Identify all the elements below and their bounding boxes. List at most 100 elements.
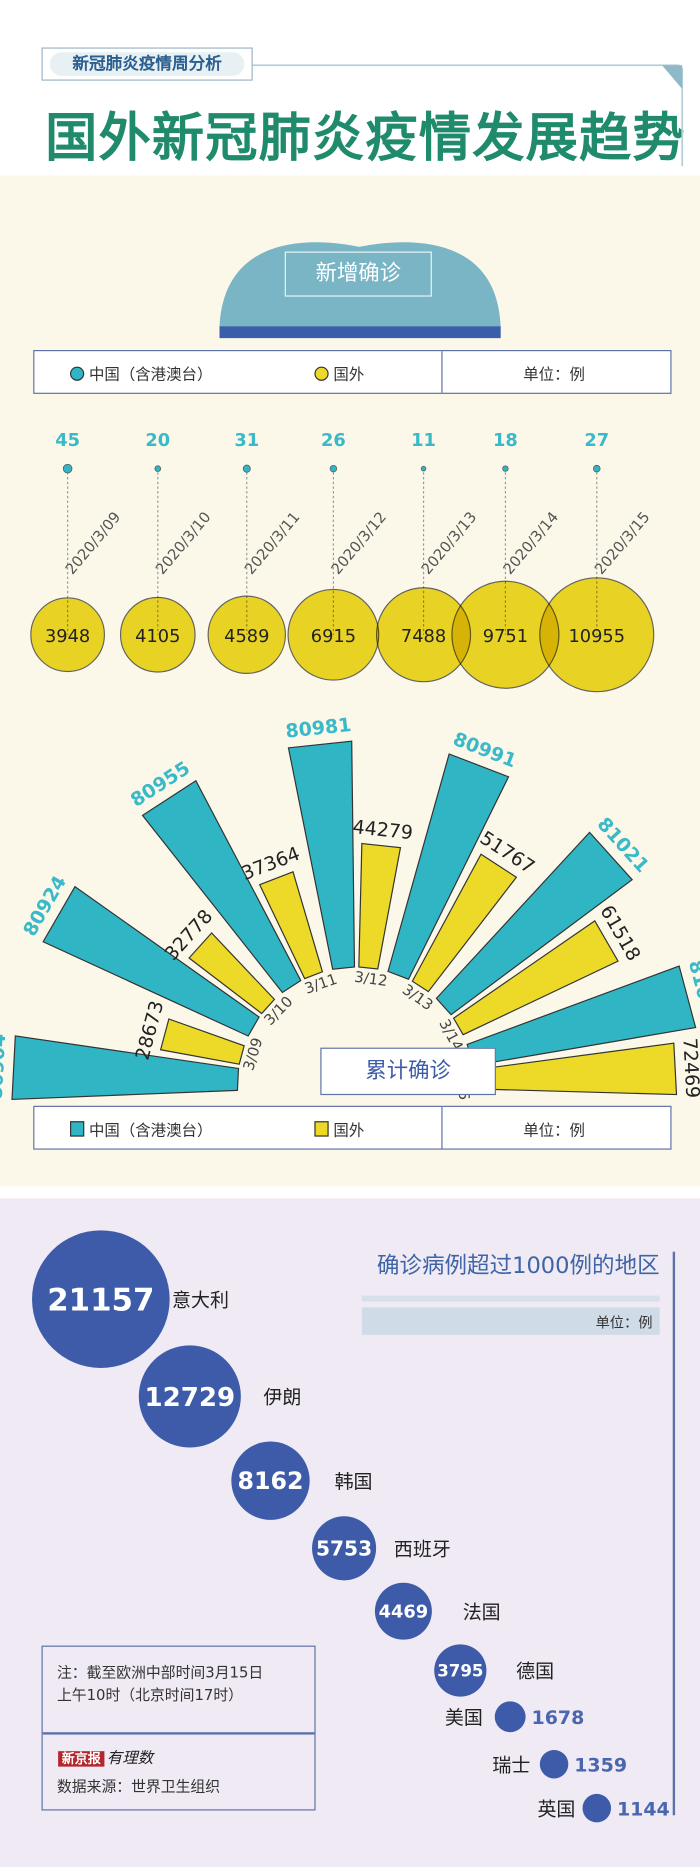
- foreign-value-label: 3948: [45, 626, 90, 647]
- note-text: 注：截至欧洲中部时间3月15日 上午10时（北京时间17时）: [57, 1661, 263, 1706]
- date-label: 2020/3/11: [242, 509, 304, 578]
- date-label: 2020/3/09: [62, 509, 124, 578]
- region-value: 1359: [574, 1754, 627, 1776]
- foreign-cumulative-bar: [159, 1018, 245, 1065]
- china-dot: [329, 464, 338, 473]
- region-name: 韩国: [335, 1471, 373, 1493]
- legend-item-china: 中国（含港澳台）: [69, 362, 213, 385]
- yellow-dot-icon: [314, 366, 329, 381]
- legend-label: 国外: [333, 1122, 365, 1141]
- foreign-bubble: [119, 596, 196, 673]
- region-value: 1678: [532, 1707, 585, 1729]
- unit-label: 单位：例: [595, 1314, 653, 1332]
- region-name: 伊朗: [263, 1387, 301, 1409]
- foreign-value-label: 9751: [483, 626, 528, 647]
- legend-cumulative: 中国（含港澳台） 国外 单位：例: [33, 1105, 672, 1150]
- logo-script: 有理数: [106, 1749, 154, 1768]
- legend-label: 中国（含港澳台）: [88, 366, 213, 385]
- unit-label: 单位：例: [523, 1122, 585, 1141]
- foreign-cumulative-bar: [411, 853, 518, 993]
- date-label: 2020/3/14: [500, 509, 562, 578]
- divider: [42, 1732, 315, 1734]
- china-dot: [62, 463, 73, 474]
- region-name: 美国: [445, 1707, 483, 1729]
- region-bubble: [582, 1793, 612, 1823]
- region-value: 12729: [144, 1383, 235, 1413]
- china-cumulative-label: 80904: [0, 1033, 10, 1100]
- teal-square-icon: [69, 1121, 85, 1137]
- foreign-cumulative-label: 28673: [131, 998, 168, 1062]
- china-value-label: 26: [321, 430, 346, 451]
- page-title: 国外新冠肺炎疫情发展趋势: [45, 107, 686, 169]
- regions-unit-bar: 单位：例: [361, 1307, 660, 1335]
- region-value: 5753: [316, 1537, 372, 1561]
- legend-item-china: 中国（含港澳台）: [69, 1118, 213, 1141]
- china-value-label: 45: [55, 430, 80, 451]
- region-value: 4469: [379, 1602, 429, 1623]
- note-box: 注：截至欧洲中部时间3月15日 上午10时（北京时间17时） 新京报 有理数 数据…: [41, 1645, 316, 1811]
- region-value: 21157: [47, 1282, 154, 1318]
- china-cumulative-bar: [42, 885, 260, 1037]
- date-label: 2020/3/15: [592, 509, 654, 578]
- china-dot: [154, 465, 162, 472]
- teal-dot-icon: [69, 366, 85, 381]
- region-bubble: [539, 1749, 569, 1779]
- china-dot: [242, 464, 251, 473]
- foreign-bubble: [539, 577, 655, 693]
- region-value: 3795: [437, 1661, 483, 1680]
- regions-title-underline: [361, 1295, 660, 1302]
- divider: [441, 1106, 443, 1149]
- region-value: 1144: [617, 1798, 670, 1820]
- legend-label: 国外: [333, 366, 365, 385]
- foreign-value-label: 7488: [401, 626, 446, 647]
- date-label: 3/12: [353, 969, 388, 990]
- china-cumulative-bar: [141, 779, 302, 994]
- date-label: 2020/3/12: [328, 509, 390, 578]
- foreign-value-label: 10955: [568, 626, 625, 647]
- foreign-value-label: 4589: [224, 626, 269, 647]
- region-bubble: [434, 1644, 487, 1697]
- date-label: 2020/3/13: [418, 509, 480, 578]
- header-corner-triangle: [662, 65, 683, 89]
- foreign-bubble: [30, 597, 105, 673]
- foreign-cumulative-bar: [258, 871, 324, 980]
- region-bubble: [374, 1582, 432, 1640]
- data-source: 数据来源：世界卫生组织: [56, 1777, 221, 1796]
- regions-title: 确诊病例超过1000例的地区: [376, 1252, 660, 1279]
- dome-base-bar: [219, 326, 501, 339]
- region-name: 英国: [537, 1798, 575, 1820]
- region-bubble: [312, 1516, 377, 1581]
- region-bubble: [138, 1345, 241, 1448]
- legend-label: 中国（含港澳台）: [88, 1122, 213, 1141]
- logo: 新京报 有理数: [58, 1745, 153, 1768]
- china-value-label: 20: [145, 430, 170, 451]
- china-value-label: 27: [584, 430, 609, 451]
- logo-brand: 新京报: [58, 1751, 105, 1767]
- date-label: 2020/3/10: [153, 509, 215, 578]
- china-cumulative-bar: [387, 753, 510, 980]
- new-cases-label: 新增确诊: [284, 251, 432, 297]
- region-bubble: [494, 1701, 526, 1733]
- region-name: 西班牙: [394, 1538, 451, 1560]
- china-cumulative-label: 80981: [284, 714, 352, 743]
- china-dot: [420, 465, 427, 472]
- foreign-cumulative-label: 44279: [352, 816, 414, 844]
- region-name: 法国: [463, 1601, 501, 1623]
- foreign-cumulative-bar: [358, 842, 402, 970]
- region-bubble: [32, 1230, 170, 1368]
- region-name: 德国: [516, 1661, 554, 1683]
- region-name: 意大利: [172, 1289, 229, 1311]
- regions-axis-line: [672, 1251, 675, 1816]
- china-cumulative-bar: [11, 1035, 240, 1101]
- foreign-bubble: [207, 595, 286, 674]
- china-value-label: 18: [493, 430, 518, 451]
- header-decoration-line: [252, 64, 684, 167]
- yellow-square-icon: [314, 1121, 329, 1137]
- date-label: 3/09: [240, 1036, 266, 1073]
- unit-label: 单位：例: [523, 366, 585, 385]
- foreign-cumulative-bar: [188, 932, 276, 1015]
- foreign-cumulative-bar: [452, 919, 619, 1036]
- dome-shape-top: [219, 256, 501, 327]
- foreign-value-label: 4105: [135, 626, 180, 647]
